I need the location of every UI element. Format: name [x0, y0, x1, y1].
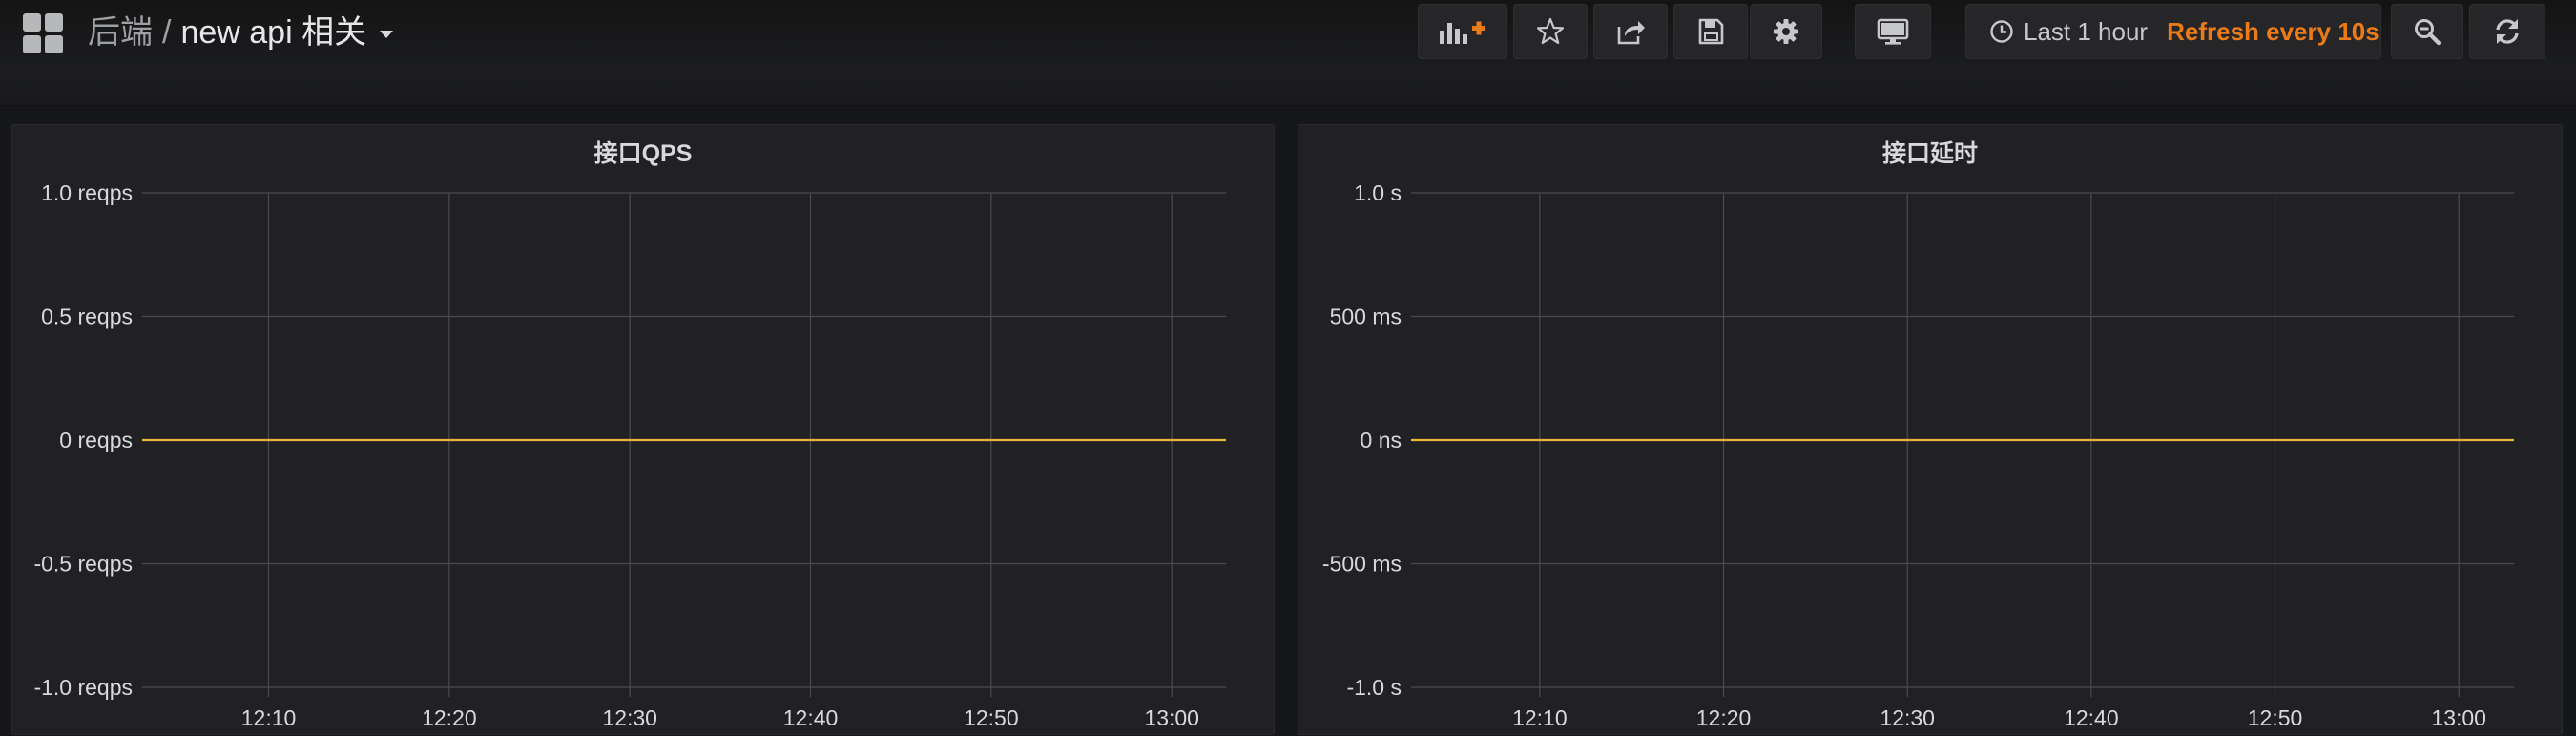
dashboard-grid-icon[interactable]	[23, 13, 65, 55]
gear-icon	[1774, 19, 1798, 44]
x-tick-label: 13:00	[1144, 705, 1199, 730]
y-tick-label: -0.5 reqps	[33, 552, 133, 577]
y-tick-label: 0 ns	[1361, 428, 1402, 452]
x-tick-label: 12:40	[2064, 705, 2119, 730]
y-tick-label: 1.0 reqps	[41, 180, 133, 205]
panel-title[interactable]: 接口延时	[1881, 140, 1978, 167]
breadcrumb[interactable]: 后端 / new api 相关	[88, 11, 394, 53]
save-button[interactable]	[1673, 4, 1748, 59]
time-range-label: Last 1 hour	[2024, 16, 2149, 46]
refresh-button[interactable]	[2469, 4, 2545, 59]
zoom-out-button[interactable]	[2391, 4, 2463, 59]
share-button[interactable]	[1593, 4, 1668, 59]
bar-chart-plus-icon	[1440, 21, 1485, 44]
y-tick-label: 0 reqps	[59, 428, 133, 452]
folder-name[interactable]: 后端	[88, 14, 153, 51]
x-tick-label: 12:20	[422, 705, 477, 730]
star-button[interactable]	[1513, 4, 1588, 59]
chevron-down-icon[interactable]	[380, 31, 394, 39]
y-tick-label: -1.0 reqps	[33, 675, 133, 700]
x-tick-label: 13:00	[2431, 705, 2486, 730]
share-icon	[1617, 21, 1645, 45]
panel-api-latency[interactable]: 接口延时 1.0 s 500 ms 0 ns -500 ms -1.0 s 12:10 12…	[1298, 124, 2563, 735]
refresh-icon	[2496, 19, 2519, 44]
dashboard-title[interactable]: new api 相关	[180, 14, 367, 51]
y-tick-label: -1.0 s	[1346, 675, 1402, 700]
y-tick-label: 500 ms	[1330, 305, 1402, 329]
y-tick-label: 0.5 reqps	[41, 305, 133, 329]
settings-button[interactable]	[1750, 4, 1822, 59]
view-mode-button[interactable]	[1855, 4, 1931, 59]
x-tick-label: 12:50	[964, 705, 1019, 730]
save-icon	[1698, 18, 1724, 45]
zoom-out-icon	[2415, 19, 2441, 46]
qps-graph[interactable]: 1.0 reqps 0.5 reqps 0 reqps -0.5 reqps -1.0 …	[12, 125, 1276, 736]
add-panel-button[interactable]	[1418, 4, 1507, 59]
top-navbar: 后端 / new api 相关	[0, 0, 2576, 106]
latency-graph[interactable]: 1.0 s 500 ms 0 ns -500 ms -1.0 s 12:10 12:20 12…	[1298, 125, 2564, 736]
y-tick-label: 1.0 s	[1354, 180, 1402, 205]
x-tick-label: 12:20	[1696, 705, 1752, 730]
clock-icon	[1990, 20, 2013, 43]
refresh-interval-label: Refresh every 10s	[2167, 16, 2379, 46]
x-tick-label: 12:10	[241, 705, 297, 730]
x-tick-label: 12:30	[1880, 705, 1935, 730]
x-tick-label: 12:40	[783, 705, 839, 730]
x-tick-label: 12:30	[602, 705, 657, 730]
time-picker[interactable]: Last 1 hour Refresh every 10s	[1965, 4, 2381, 59]
y-tick-label: -500 ms	[1322, 552, 1402, 577]
x-tick-label: 12:50	[2248, 705, 2303, 730]
panel-api-qps[interactable]: 接口QPS 1.0 reqps 0.5 reqps 0 reqps -0.5 reqp…	[11, 124, 1275, 735]
monitor-icon	[1877, 18, 1909, 45]
x-tick-label: 12:10	[1512, 705, 1568, 730]
breadcrumb-separator: /	[162, 14, 172, 51]
panel-title[interactable]: 接口QPS	[593, 140, 693, 167]
star-icon	[1536, 17, 1565, 45]
